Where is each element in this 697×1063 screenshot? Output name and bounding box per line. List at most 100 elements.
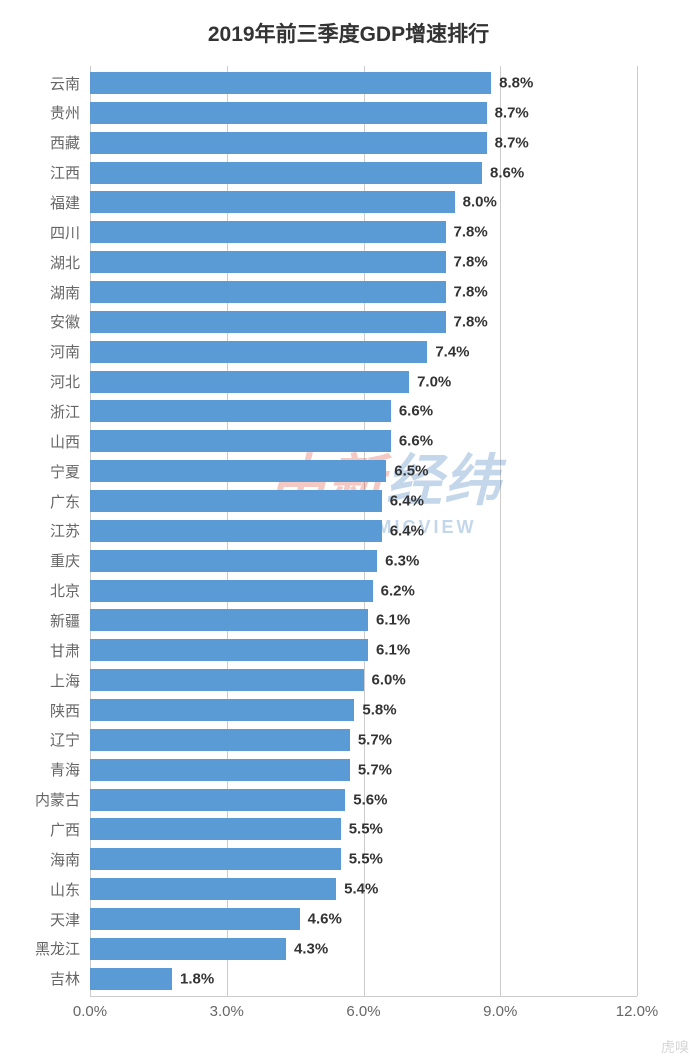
bar-rect: 6.1% xyxy=(90,609,368,631)
bar-value-label: 8.7% xyxy=(487,134,529,151)
bar-row: 广东6.4% xyxy=(90,490,637,512)
bar-row: 甘肃6.1% xyxy=(90,639,637,661)
bar-value-label: 6.3% xyxy=(377,552,419,569)
bar-category-label: 北京 xyxy=(50,580,90,601)
bar-row: 四川7.8% xyxy=(90,221,637,243)
bar-category-label: 陕西 xyxy=(50,700,90,721)
bar-category-label: 辽宁 xyxy=(50,729,90,750)
bar-category-label: 安徽 xyxy=(50,311,90,332)
bar-value-label: 8.6% xyxy=(482,164,524,181)
bar-category-label: 上海 xyxy=(50,670,90,691)
bar-category-label: 广西 xyxy=(50,819,90,840)
bar-row: 陕西5.8% xyxy=(90,699,637,721)
bar-rect: 6.0% xyxy=(90,669,364,691)
bar-value-label: 5.4% xyxy=(336,881,378,898)
bar-rect: 6.6% xyxy=(90,400,391,422)
bar-value-label: 8.0% xyxy=(455,194,497,211)
bar-row: 北京6.2% xyxy=(90,580,637,602)
bar-rect: 4.3% xyxy=(90,938,286,960)
bar-row: 河南7.4% xyxy=(90,341,637,363)
bar-rect: 5.5% xyxy=(90,818,341,840)
bar-value-label: 6.1% xyxy=(368,642,410,659)
bar-category-label: 江苏 xyxy=(50,520,90,541)
bar-rect: 6.6% xyxy=(90,430,391,452)
bar-row: 海南5.5% xyxy=(90,848,637,870)
bar-rect: 8.8% xyxy=(90,72,491,94)
bar-row: 天津4.6% xyxy=(90,908,637,930)
bar-category-label: 湖南 xyxy=(50,282,90,303)
bar-category-label: 内蒙古 xyxy=(35,789,90,810)
bar-category-label: 河南 xyxy=(50,341,90,362)
x-axis-tick: 12.0% xyxy=(616,1003,659,1020)
x-axis-tick: 3.0% xyxy=(210,1003,244,1020)
bar-rect: 5.7% xyxy=(90,729,350,751)
bar-category-label: 云南 xyxy=(50,73,90,94)
bar-category-label: 宁夏 xyxy=(50,461,90,482)
bar-row: 河北7.0% xyxy=(90,371,637,393)
bar-rect: 8.0% xyxy=(90,191,455,213)
bar-row: 山西6.6% xyxy=(90,430,637,452)
bar-row: 广西5.5% xyxy=(90,818,637,840)
bar-row: 福建8.0% xyxy=(90,191,637,213)
corner-watermark: 虎嗅 xyxy=(661,1037,689,1057)
bar-value-label: 5.7% xyxy=(350,731,392,748)
bar-value-label: 5.7% xyxy=(350,761,392,778)
bar-value-label: 7.8% xyxy=(446,254,488,271)
bar-category-label: 山西 xyxy=(50,431,90,452)
bar-row: 安徽7.8% xyxy=(90,311,637,333)
bar-value-label: 7.8% xyxy=(446,313,488,330)
bar-value-label: 6.0% xyxy=(364,672,406,689)
bars: 云南8.8%贵州8.7%西藏8.7%江西8.6%福建8.0%四川7.8%湖北7.… xyxy=(90,72,637,990)
bar-category-label: 天津 xyxy=(50,909,90,930)
bar-row: 内蒙古5.6% xyxy=(90,789,637,811)
bar-category-label: 新疆 xyxy=(50,610,90,631)
bar-value-label: 4.6% xyxy=(300,911,342,928)
bar-rect: 7.0% xyxy=(90,371,409,393)
bar-value-label: 5.5% xyxy=(341,821,383,838)
bar-rect: 8.7% xyxy=(90,102,487,124)
bar-rect: 7.8% xyxy=(90,311,446,333)
bar-value-label: 7.0% xyxy=(409,373,451,390)
bar-rect: 8.7% xyxy=(90,132,487,154)
bar-rect: 5.6% xyxy=(90,789,345,811)
bar-row: 湖北7.8% xyxy=(90,251,637,273)
bar-row: 山东5.4% xyxy=(90,878,637,900)
bar-row: 重庆6.3% xyxy=(90,550,637,572)
bar-row: 江苏6.4% xyxy=(90,520,637,542)
bar-row: 云南8.8% xyxy=(90,72,637,94)
bar-row: 浙江6.6% xyxy=(90,400,637,422)
bar-rect: 6.3% xyxy=(90,550,377,572)
bar-value-label: 5.8% xyxy=(354,702,396,719)
bar-category-label: 山东 xyxy=(50,879,90,900)
bar-value-label: 6.5% xyxy=(386,463,428,480)
bar-category-label: 青海 xyxy=(50,759,90,780)
bar-value-label: 6.1% xyxy=(368,612,410,629)
bar-category-label: 甘肃 xyxy=(50,640,90,661)
x-axis-tick: 6.0% xyxy=(346,1003,380,1020)
bar-rect: 6.2% xyxy=(90,580,373,602)
bar-rect: 7.8% xyxy=(90,221,446,243)
bar-category-label: 海南 xyxy=(50,849,90,870)
bar-value-label: 5.5% xyxy=(341,851,383,868)
bar-row: 吉林1.8% xyxy=(90,968,637,990)
plot-area: 中新经纬 ECONOMICVIEW 云南8.8%贵州8.7%西藏8.7%江西8.… xyxy=(90,66,637,996)
bar-value-label: 8.8% xyxy=(491,75,533,92)
bar-category-label: 湖北 xyxy=(50,252,90,273)
bar-rect: 7.8% xyxy=(90,281,446,303)
bar-value-label: 7.8% xyxy=(446,284,488,301)
bar-category-label: 福建 xyxy=(50,192,90,213)
bar-rect: 6.4% xyxy=(90,490,382,512)
bar-category-label: 黑龙江 xyxy=(35,938,90,959)
bar-rect: 6.4% xyxy=(90,520,382,542)
bar-row: 青海5.7% xyxy=(90,759,637,781)
bar-category-label: 吉林 xyxy=(50,968,90,989)
bar-row: 西藏8.7% xyxy=(90,132,637,154)
chart-title: 2019年前三季度GDP增速排行 xyxy=(20,18,677,48)
bar-row: 贵州8.7% xyxy=(90,102,637,124)
bar-rect: 5.4% xyxy=(90,878,336,900)
bar-category-label: 浙江 xyxy=(50,401,90,422)
bar-rect: 1.8% xyxy=(90,968,172,990)
bar-category-label: 四川 xyxy=(50,222,90,243)
x-axis-tick: 0.0% xyxy=(73,1003,107,1020)
bar-rect: 4.6% xyxy=(90,908,300,930)
